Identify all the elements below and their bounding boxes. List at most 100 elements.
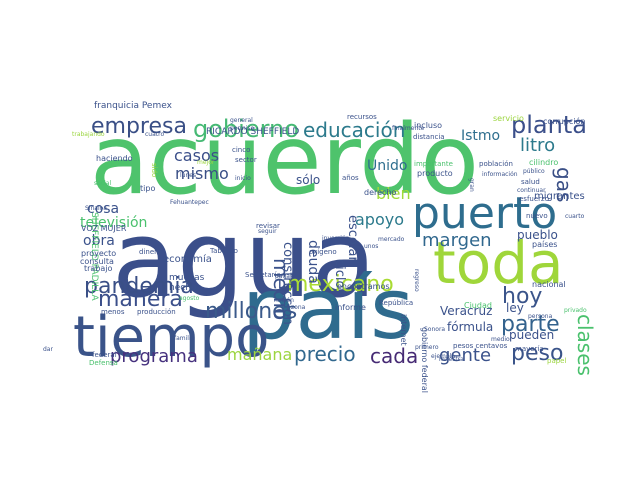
word-gobierno: gobierno	[193, 115, 299, 143]
word-cuatro: cuatro	[145, 131, 164, 138]
word-hoy: hoy	[502, 284, 542, 309]
word-trabajando: trabajando	[72, 131, 105, 138]
word-voz-mujer: VOZ MUJER	[81, 224, 127, 233]
word-defensa: Defensa	[89, 359, 118, 367]
word-cosa: cosa	[87, 201, 119, 217]
word-salud: salud	[521, 178, 540, 186]
word-gran: gran	[468, 178, 475, 192]
word-bien: bien	[376, 184, 411, 203]
word-finalmente: finalmente	[392, 125, 425, 132]
word-pandemia: pandemia	[84, 274, 194, 299]
word-sector: sector	[235, 156, 257, 164]
word-internet: internet	[399, 314, 408, 346]
word-pagar: pagar	[275, 273, 293, 280]
word-gente: gente	[439, 345, 491, 366]
word-primero: primero	[415, 344, 439, 351]
word-continuar: continuar	[517, 187, 546, 194]
word-casos: casos	[174, 146, 219, 165]
word-sido: sido	[150, 163, 158, 177]
word-distancia: distancia	[413, 133, 445, 141]
word-pueblo: pueblo	[517, 228, 558, 242]
word-recursos: recursos	[347, 113, 377, 121]
word-veracruz: Veracruz	[440, 304, 492, 318]
word-privado: privado	[564, 307, 587, 314]
word-mayoria: mayoría	[515, 345, 544, 353]
word-trabajo: trabajo	[84, 264, 113, 273]
word-pueden: pueden	[509, 328, 554, 342]
word-zona: zona	[291, 304, 306, 311]
word-clases: clases	[573, 314, 597, 376]
word-secretaria: Secretaría	[245, 271, 281, 279]
word-apoyo: apoyo	[355, 210, 404, 229]
word-incluso: incluso	[414, 121, 442, 130]
word-manera: manera	[98, 287, 183, 312]
word-haciendo: haciendo	[96, 154, 133, 163]
word-social: social	[94, 180, 111, 187]
word-gas: gas	[552, 167, 576, 202]
word-menos: menos	[101, 308, 125, 316]
word-margen: margen	[422, 230, 492, 251]
word-cinco: cinco	[232, 146, 250, 154]
word-television: televisión	[80, 215, 147, 231]
word-tiempo: tiempo	[73, 305, 269, 370]
word-mexicano: mexicano	[287, 272, 394, 297]
word-puerto: puerto	[412, 188, 557, 239]
word-informe: informe	[335, 303, 366, 312]
word-persona: persona	[528, 313, 553, 320]
word-dar: dar	[43, 346, 53, 353]
word-dinero: dinero	[139, 248, 161, 256]
word-hecho: hecho	[169, 283, 197, 293]
word-nacion: nación	[274, 297, 294, 304]
word-encontramos: encontramos	[337, 282, 390, 291]
word-nacional: nacional	[532, 280, 566, 289]
word-seguir: seguir	[258, 228, 277, 235]
word-acuerdo: acuerdo	[90, 104, 479, 216]
word-gobierno-federal: gobierno federal	[420, 327, 429, 393]
word-franquicia-pemex: franquicia Pemex	[94, 101, 173, 111]
word-anos: años	[342, 174, 359, 182]
word-unido: Unido	[367, 158, 407, 174]
word-litro: litro	[520, 135, 555, 156]
word-pais: país	[242, 260, 414, 358]
word-precio: precio	[294, 342, 356, 366]
word-istmo: Istmo	[461, 128, 500, 144]
word-importante: importante	[414, 160, 453, 168]
word-tabasco: Tabasco	[209, 247, 238, 255]
word-republica: República	[379, 299, 413, 307]
word-regreso: regreso	[413, 269, 420, 292]
word-ejemplo: ejemplo	[431, 353, 455, 360]
word-lunes: lunes	[180, 172, 196, 179]
word-poblacion: población	[479, 160, 513, 168]
word-ley: ley	[506, 301, 524, 315]
word-unos: unos	[364, 243, 378, 250]
word-proyecto: proyecto	[81, 249, 116, 258]
word-ciclo: ciclo	[332, 259, 347, 289]
word-informacion: información	[482, 171, 518, 178]
word-federal: federal	[92, 351, 117, 359]
word-servicio: servicio	[493, 114, 524, 123]
word-construccion: construcción	[280, 242, 295, 325]
word-inicio: inicio	[235, 175, 251, 182]
word-esfuerzo: esfuerzo	[519, 195, 549, 203]
word-planta: planta	[511, 111, 587, 139]
word-maestra: maestra	[439, 356, 464, 363]
word-agua: agua	[112, 198, 376, 321]
word-escolar: escolar	[345, 215, 360, 262]
word-parte: parte	[501, 312, 560, 337]
word-corrupcion: corrupción	[543, 116, 585, 126]
word-derecho: derecho	[364, 188, 397, 197]
word-toda: toda	[433, 229, 564, 297]
word-sinaloa: Sinaloa	[85, 205, 107, 212]
word-empresa: empresa	[91, 114, 187, 139]
word-muchas: muchas	[169, 273, 205, 283]
word-manana: mañana	[227, 345, 292, 364]
word-economia: economía	[163, 253, 212, 265]
word-papel: papel	[547, 357, 566, 365]
word-permiso: permiso	[230, 125, 254, 132]
word-inversion: inversión	[322, 235, 350, 242]
word-producto: producto	[417, 169, 453, 178]
word-millones: millones	[205, 299, 297, 324]
word-cuarto: cuarto	[565, 213, 585, 220]
word-revisar: revisar	[256, 222, 280, 230]
